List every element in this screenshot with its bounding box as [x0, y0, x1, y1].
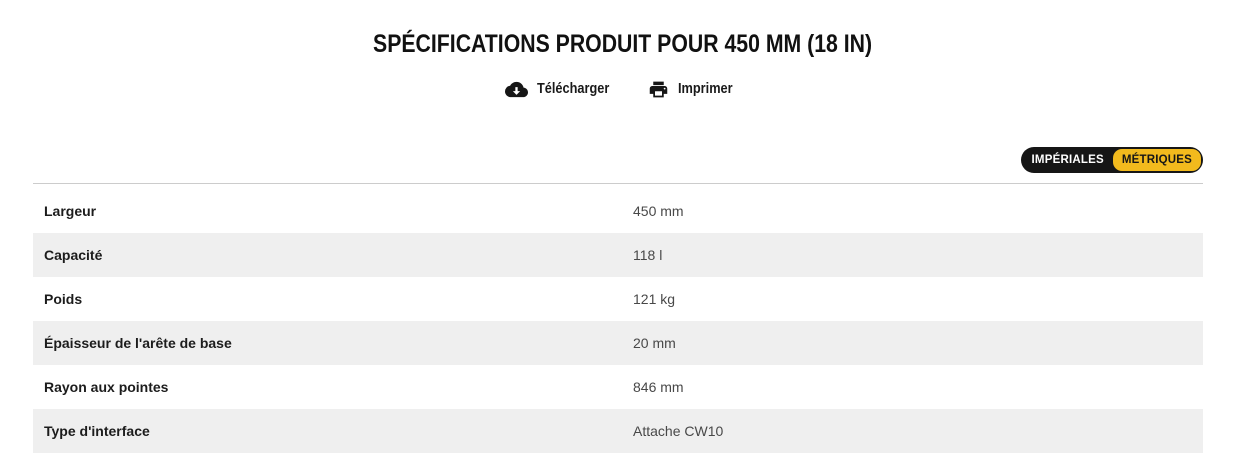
spec-value: 20 mm — [633, 334, 676, 351]
download-cloud-icon — [505, 78, 529, 101]
unit-toggle-row: IMPÉRIALES MÉTRIQUES — [33, 146, 1203, 173]
action-buttons: Télécharger Imprimer — [0, 78, 1245, 101]
print-button[interactable]: Imprimer — [648, 79, 740, 100]
page-title: SPÉCIFICATIONS PRODUIT POUR 450 MM (18 I… — [0, 30, 1245, 59]
spec-label: Poids — [44, 290, 83, 307]
spec-value: Attache CW10 — [633, 422, 724, 439]
spec-label: Capacité — [44, 246, 103, 263]
spec-label: Rayon aux pointes — [44, 378, 169, 395]
table-row: Capacité 118 l — [33, 232, 1203, 277]
page-title-text: SPÉCIFICATIONS PRODUIT POUR 450 MM (18 I… — [372, 30, 873, 58]
table-row: Type d'interface Attache CW10 — [33, 408, 1203, 453]
print-label: Imprimer — [677, 81, 733, 98]
unit-toggle[interactable]: IMPÉRIALES MÉTRIQUES — [1020, 146, 1203, 173]
spec-value: 846 mm — [633, 378, 684, 395]
table-row: Rayon aux pointes 846 mm — [33, 365, 1203, 409]
spec-table: Largeur 450 mm Capacité 118 l Poids 121 kg Épa… — [33, 189, 1203, 453]
unit-option-metric[interactable]: MÉTRIQUES — [1112, 148, 1201, 171]
unit-option-imperial[interactable]: IMPÉRIALES — [1031, 153, 1104, 166]
spec-value: 121 kg — [633, 290, 676, 307]
table-top-divider — [33, 182, 1203, 184]
spec-label: Épaisseur de l'arête de base — [44, 334, 232, 351]
table-row: Poids 121 kg — [33, 277, 1203, 321]
download-button[interactable]: Télécharger — [505, 78, 619, 101]
spec-label: Largeur — [44, 202, 97, 219]
spec-label: Type d'interface — [44, 422, 150, 439]
spec-value: 450 mm — [633, 202, 684, 219]
table-row: Largeur 450 mm — [33, 189, 1203, 233]
spec-value: 118 l — [633, 246, 663, 263]
table-row: Épaisseur de l'arête de base 20 mm — [33, 320, 1203, 365]
download-label: Télécharger — [537, 81, 610, 98]
spec-table-body: Largeur 450 mm Capacité 118 l Poids 121 kg Épa… — [33, 189, 1203, 453]
printer-icon — [648, 79, 669, 100]
spec-table-section: IMPÉRIALES MÉTRIQUES Largeur 450 mm Capaci… — [33, 146, 1203, 453]
